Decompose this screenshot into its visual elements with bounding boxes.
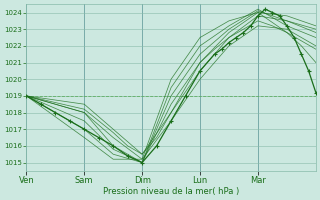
X-axis label: Pression niveau de la mer( hPa ): Pression niveau de la mer( hPa ) (103, 187, 239, 196)
